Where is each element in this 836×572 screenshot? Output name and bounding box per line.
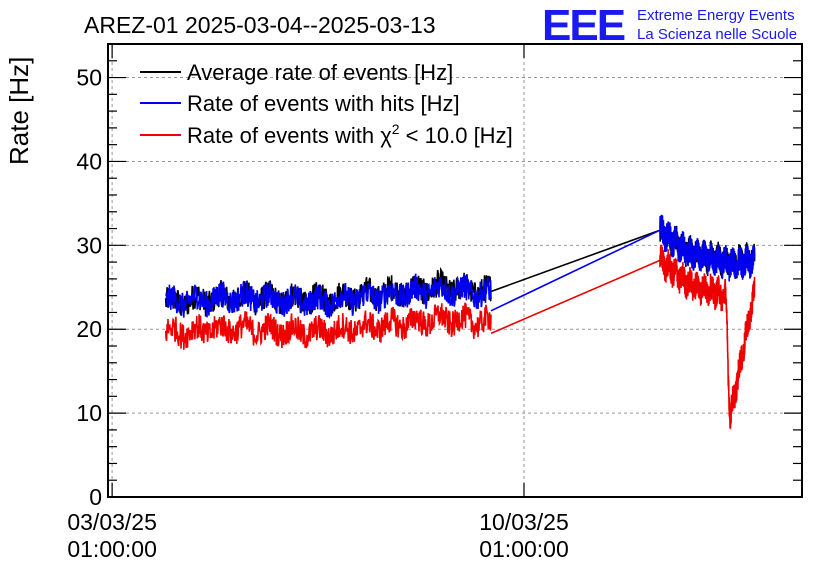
y-tick-label: 0 (89, 484, 102, 510)
series-2-segment-1 (490, 259, 661, 335)
series-1-segment-1 (490, 229, 661, 312)
logo-line-1: Extreme Energy Events (637, 7, 795, 24)
legend-label-2: Rate of events with χ2 < 10.0 [Hz] (187, 121, 513, 148)
x-tick-label-time: 01:00:00 (479, 536, 569, 562)
plot-frame (107, 43, 803, 498)
legend-label-0: Average rate of events [Hz] (187, 60, 453, 85)
logo-line-2: La Scienza nelle Scuole (637, 26, 797, 43)
series-1-segment-0 (165, 273, 492, 318)
legend-label-1: Rate of events with hits [Hz] (187, 91, 460, 116)
x-tick-label-date: 03/03/25 (67, 509, 157, 535)
y-tick-label: 10 (76, 400, 102, 426)
series-layer (164, 214, 756, 431)
y-tick-label: 50 (76, 65, 102, 91)
series-2-segment-0 (164, 302, 492, 350)
y-tick-label: 40 (76, 148, 102, 174)
legend: Average rate of events [Hz] Rate of event… (140, 60, 513, 148)
y-tick-label: 30 (76, 232, 102, 258)
y-axis-label: Rate [Hz] (4, 57, 34, 165)
series-1 (165, 214, 756, 318)
series-1-segment-2 (659, 214, 756, 282)
axes: 0102030405003/03/2501:00:0010/03/2501:00… (67, 43, 803, 562)
x-tick-label-time: 01:00:00 (67, 536, 157, 562)
x-tick-label-date: 10/03/25 (479, 509, 569, 535)
y-tick-label: 20 (76, 316, 102, 342)
chart-title: AREZ-01 2025-03-04--2025-03-13 (84, 12, 436, 38)
series-2 (164, 244, 756, 431)
series-2-segment-2 (659, 244, 756, 431)
series-0-segment-1 (490, 229, 661, 293)
eee-logo: EEE (542, 1, 625, 50)
